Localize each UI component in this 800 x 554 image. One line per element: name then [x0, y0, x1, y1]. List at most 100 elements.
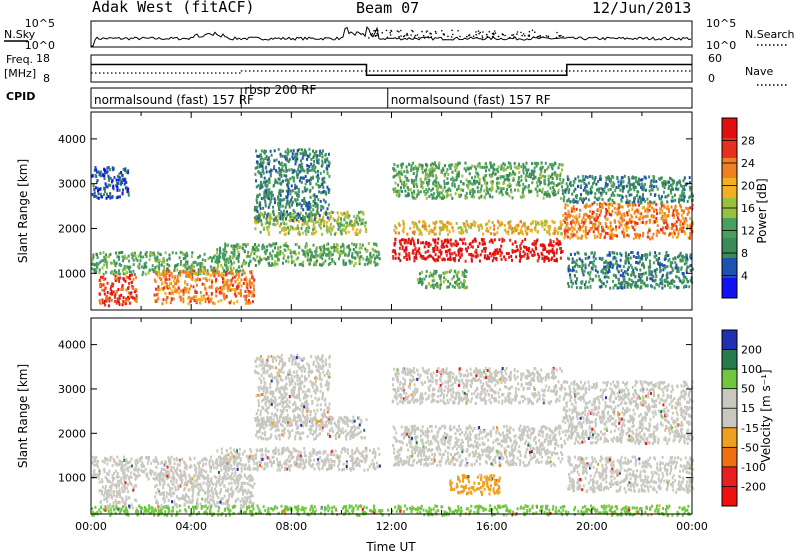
echo-cell: [266, 221, 269, 225]
echo-cell: [221, 266, 224, 270]
echo-cell: [423, 190, 426, 193]
echo-cell: [278, 205, 281, 209]
echo-cell: [486, 254, 489, 258]
echo-cell: [526, 256, 529, 260]
echo-cell: [232, 246, 234, 250]
echo-cell: [418, 247, 421, 251]
echo-cell: [467, 183, 470, 186]
echo-cell: [187, 302, 190, 306]
echo-cell: [292, 212, 295, 216]
echo-cell: [411, 191, 413, 195]
echo-cell: [439, 279, 442, 283]
echo-cell: [466, 223, 469, 227]
echo-cell: [138, 266, 141, 270]
echo-cell: [394, 169, 397, 173]
echo-cell: [265, 217, 268, 221]
echo-cell: [109, 177, 112, 181]
echo-cell: [221, 271, 224, 275]
echo-cell: [548, 251, 551, 255]
echo-cell: [220, 264, 223, 268]
echo-cell: [507, 221, 510, 225]
echo-cell: [623, 212, 626, 216]
echo-cell: [528, 184, 530, 188]
echo-cell: [438, 163, 441, 167]
echo-cell: [573, 215, 576, 219]
echo-cell: [496, 186, 499, 189]
echo-cell: [264, 200, 267, 204]
echo-cell: [499, 250, 502, 254]
echo-cell: [305, 214, 308, 217]
echo-cell: [120, 293, 123, 297]
echo-cell: [326, 168, 329, 172]
echo-cell: [642, 272, 645, 276]
echo-cell: [627, 201, 630, 204]
echo-cell: [206, 269, 209, 273]
echo-cell: [515, 249, 518, 253]
echo-cell: [91, 262, 93, 266]
echo-cell: [549, 186, 552, 190]
echo-cell: [291, 226, 294, 230]
echo-cell: [283, 173, 286, 177]
echo-cell: [322, 253, 324, 257]
echo-cell: [243, 249, 246, 253]
echo-cell: [452, 242, 455, 246]
echo-cell: [587, 181, 590, 185]
echo-cell: [270, 153, 273, 157]
echo-cell: [593, 225, 596, 229]
echo-cell: [327, 242, 330, 246]
echo-cell: [682, 216, 684, 220]
echo-cell: [296, 152, 299, 156]
echo-cell: [465, 270, 468, 274]
echo-cell: [269, 198, 272, 202]
echo-cell: [272, 183, 275, 187]
nsearch-tick-top: 10^5: [706, 17, 736, 30]
echo-cell: [106, 192, 108, 196]
echo-cell: [308, 155, 311, 159]
echo-cell: [436, 190, 439, 194]
echo-cell: [278, 207, 280, 211]
echo-cell: [545, 194, 548, 198]
echo-cell: [319, 184, 322, 188]
echo-cell: [224, 263, 227, 267]
echo-cell: [604, 215, 607, 219]
nsky-tick-top: 10^5: [25, 17, 55, 30]
echo-cell: [294, 227, 297, 231]
echo-cell: [166, 271, 169, 275]
echo-cell: [572, 219, 574, 223]
echo-cell: [153, 293, 156, 297]
echo-cell: [572, 199, 575, 203]
echo-cell: [491, 240, 494, 244]
echo-cell: [106, 281, 109, 285]
echo-cell: [271, 193, 274, 197]
echo-cell: [575, 207, 578, 211]
echo-cell: [605, 212, 608, 216]
echo-cell: [635, 215, 638, 219]
echo-cell: [132, 269, 135, 273]
echo-cell: [436, 258, 439, 262]
echo-cell: [238, 275, 241, 279]
echo-cell: [549, 240, 552, 244]
echo-cell: [315, 175, 318, 179]
echo-cell: [640, 212, 643, 216]
echo-cell: [560, 223, 563, 227]
echo-cell: [478, 241, 481, 245]
echo-cell: [615, 283, 618, 287]
echo-cell: [406, 177, 409, 180]
echo-cell: [301, 152, 304, 156]
echo-cell: [294, 263, 297, 267]
echo-cell: [230, 244, 233, 248]
echo-cell: [521, 239, 524, 243]
echo-cell: [460, 247, 463, 251]
echo-cell: [254, 205, 256, 209]
echo-cell: [662, 226, 664, 230]
echo-cell: [648, 175, 651, 179]
echo-cell: [473, 180, 475, 184]
echo-cell: [281, 168, 283, 172]
echo-cell: [319, 225, 322, 228]
echo-cell: [438, 166, 440, 170]
echo-cell: [599, 235, 602, 239]
echo-cell: [443, 182, 446, 186]
echo-cell: [442, 188, 445, 192]
echo-cell: [555, 229, 558, 233]
echo-cell: [154, 280, 157, 284]
